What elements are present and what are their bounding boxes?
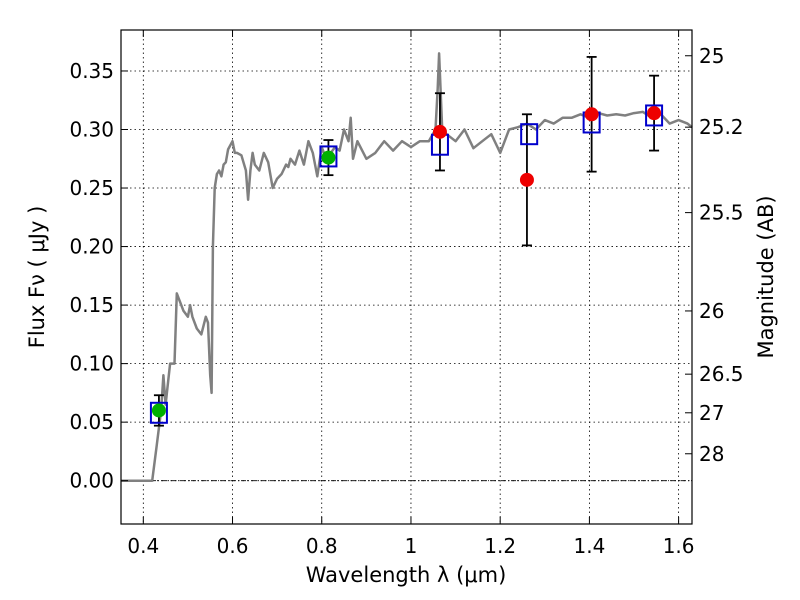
y-tick-label: 0.00 [69, 469, 114, 493]
y-axis-label-left: Flux Fν ( μJy ) [25, 206, 49, 349]
right-tick-label: 26 [699, 299, 724, 323]
y-tick-label: 0.30 [69, 118, 114, 142]
right-tick-label: 25 [699, 44, 724, 68]
point-marker-layer [151, 106, 662, 418]
x-tick-label: 1.2 [484, 534, 516, 558]
x-tick-label: 0.6 [217, 534, 249, 558]
x-tick-label: 0.4 [127, 534, 159, 558]
data-point [647, 106, 662, 121]
right-tick-label: 25.5 [699, 201, 744, 225]
data-point [584, 107, 599, 122]
y-tick-label: 0.35 [69, 59, 114, 83]
y-axis-label-right: Magnitude (AB) [754, 195, 778, 358]
data-point [321, 150, 336, 165]
right-tick-labels: 25 25.2 25.5 26 26.5 27 28 [699, 44, 744, 466]
data-point [151, 403, 166, 418]
model-square-marker [149, 401, 168, 424]
plot-frame [120, 29, 693, 525]
model-square-marker [520, 123, 539, 146]
tick-layer [121, 30, 692, 524]
y-tick-label: 0.10 [69, 352, 114, 376]
x-tick-labels: 0.4 0.6 0.8 1 1.2 1.4 1.6 [127, 534, 694, 558]
model-square-marker [645, 104, 664, 127]
y-tick-label: 0.20 [69, 235, 114, 259]
model-square-marker [319, 145, 338, 168]
right-tick-label: 27 [699, 401, 724, 425]
spectrum-line [121, 52, 693, 482]
x-tick-label: 1.4 [573, 534, 605, 558]
data-point [432, 124, 447, 139]
right-tick-label: 28 [699, 442, 724, 466]
x-axis-label: Wavelength λ (μm) [306, 563, 507, 587]
y-tick-labels: 0.00 0.05 0.10 0.15 0.20 0.25 0.30 0.35 [69, 59, 114, 493]
right-tick-label: 26.5 [699, 362, 744, 386]
grid-layer [121, 30, 692, 524]
data-point [519, 172, 534, 187]
spectrum-layer [121, 52, 693, 482]
x-tick-label: 0.8 [306, 534, 338, 558]
x-tick-label: 1.6 [663, 534, 695, 558]
y-tick-label: 0.25 [69, 176, 114, 200]
y-tick-label: 0.15 [69, 293, 114, 317]
y-tick-label: 0.05 [69, 410, 114, 434]
right-tick-label: 25.2 [699, 115, 744, 139]
x-tick-label: 1 [405, 534, 418, 558]
